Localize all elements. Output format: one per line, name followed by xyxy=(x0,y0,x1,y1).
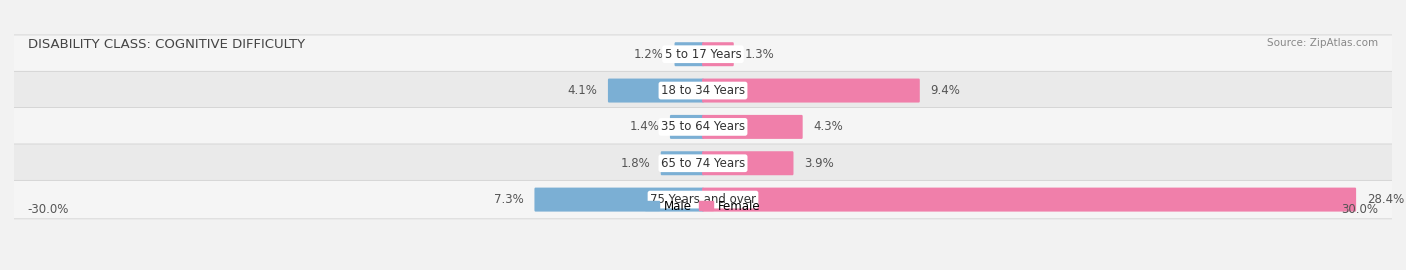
FancyBboxPatch shape xyxy=(607,79,704,103)
FancyBboxPatch shape xyxy=(675,42,704,66)
Text: Source: ZipAtlas.com: Source: ZipAtlas.com xyxy=(1267,38,1378,48)
FancyBboxPatch shape xyxy=(534,188,704,212)
FancyBboxPatch shape xyxy=(661,151,704,175)
Text: 1.4%: 1.4% xyxy=(630,120,659,133)
Text: DISABILITY CLASS: COGNITIVE DIFFICULTY: DISABILITY CLASS: COGNITIVE DIFFICULTY xyxy=(28,38,305,51)
FancyBboxPatch shape xyxy=(13,144,1393,183)
FancyBboxPatch shape xyxy=(13,108,1393,146)
FancyBboxPatch shape xyxy=(669,115,704,139)
FancyBboxPatch shape xyxy=(702,42,734,66)
FancyBboxPatch shape xyxy=(13,71,1393,110)
Text: -30.0%: -30.0% xyxy=(28,203,69,216)
Text: 35 to 64 Years: 35 to 64 Years xyxy=(661,120,745,133)
FancyBboxPatch shape xyxy=(13,180,1393,219)
Text: 4.1%: 4.1% xyxy=(568,84,598,97)
FancyBboxPatch shape xyxy=(702,79,920,103)
FancyBboxPatch shape xyxy=(13,35,1393,73)
Text: 9.4%: 9.4% xyxy=(931,84,960,97)
Text: 30.0%: 30.0% xyxy=(1341,203,1378,216)
Text: 1.8%: 1.8% xyxy=(620,157,650,170)
Text: 75 Years and over: 75 Years and over xyxy=(650,193,756,206)
Text: 7.3%: 7.3% xyxy=(494,193,524,206)
Text: 1.3%: 1.3% xyxy=(744,48,775,61)
Text: 1.2%: 1.2% xyxy=(634,48,664,61)
FancyBboxPatch shape xyxy=(702,151,793,175)
FancyBboxPatch shape xyxy=(702,115,803,139)
Text: 4.3%: 4.3% xyxy=(813,120,844,133)
FancyBboxPatch shape xyxy=(702,188,1357,212)
Text: 18 to 34 Years: 18 to 34 Years xyxy=(661,84,745,97)
Text: 5 to 17 Years: 5 to 17 Years xyxy=(665,48,741,61)
Text: 65 to 74 Years: 65 to 74 Years xyxy=(661,157,745,170)
Text: 3.9%: 3.9% xyxy=(804,157,834,170)
Text: 28.4%: 28.4% xyxy=(1367,193,1405,206)
Legend: Male, Female: Male, Female xyxy=(641,195,765,217)
